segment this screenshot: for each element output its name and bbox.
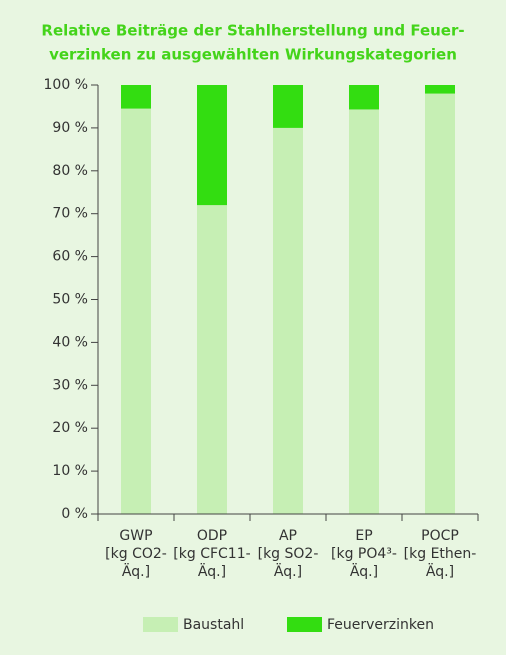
x-tick-label: Äq.] bbox=[198, 562, 226, 580]
y-tick-label: 100 % bbox=[44, 77, 88, 93]
x-tick-label: Äq.] bbox=[426, 562, 454, 580]
bar-segment bbox=[425, 85, 455, 94]
bar-segment bbox=[273, 127, 303, 515]
x-tick-label: Äq.] bbox=[350, 562, 378, 580]
y-tick-label: 20 % bbox=[52, 420, 88, 436]
chart-title: Relative Beiträge der Stahlherstellung u… bbox=[41, 22, 464, 40]
x-tick-label: [kg CFC11- bbox=[173, 546, 250, 562]
legend-label: Feuerverzinken bbox=[327, 617, 434, 633]
bar-segment bbox=[349, 109, 379, 514]
x-tick-label: GWP bbox=[119, 528, 152, 544]
y-tick-label: 30 % bbox=[52, 377, 88, 393]
x-tick-label: EP bbox=[355, 528, 372, 544]
x-tick-label: [kg SO2- bbox=[258, 546, 319, 562]
bar-segment bbox=[197, 85, 227, 206]
y-tick-label: 70 % bbox=[52, 206, 88, 222]
x-tick-label: Äq.] bbox=[274, 562, 302, 580]
y-tick-label: 60 % bbox=[52, 249, 88, 265]
y-tick-label: 0 % bbox=[61, 506, 88, 522]
x-tick-label: ODP bbox=[197, 528, 227, 544]
y-tick-label: 50 % bbox=[52, 292, 88, 308]
legend-label: Baustahl bbox=[183, 617, 244, 633]
y-tick-label: 10 % bbox=[52, 463, 88, 479]
y-tick-label: 40 % bbox=[52, 334, 88, 350]
bar-segment bbox=[425, 93, 455, 514]
x-tick-label: AP bbox=[279, 528, 297, 544]
x-tick-label: Äq.] bbox=[122, 562, 150, 580]
bar-segment bbox=[349, 85, 379, 110]
legend-swatch bbox=[143, 617, 178, 632]
x-tick-label: [kg Ethen- bbox=[404, 546, 477, 562]
bar-segment bbox=[121, 85, 151, 109]
y-tick-label: 90 % bbox=[52, 120, 88, 136]
x-tick-label: [kg CO2- bbox=[105, 546, 167, 562]
x-tick-label: POCP bbox=[421, 528, 459, 544]
bar-segment bbox=[121, 108, 151, 514]
bar-segment bbox=[273, 85, 303, 128]
y-tick-label: 80 % bbox=[52, 163, 88, 179]
bar-segment bbox=[197, 205, 227, 514]
legend-swatch bbox=[287, 617, 322, 632]
chart-title: verzinken zu ausgewählten Wirkungskatego… bbox=[49, 46, 457, 64]
x-tick-label: [kg PO4³- bbox=[331, 546, 397, 562]
